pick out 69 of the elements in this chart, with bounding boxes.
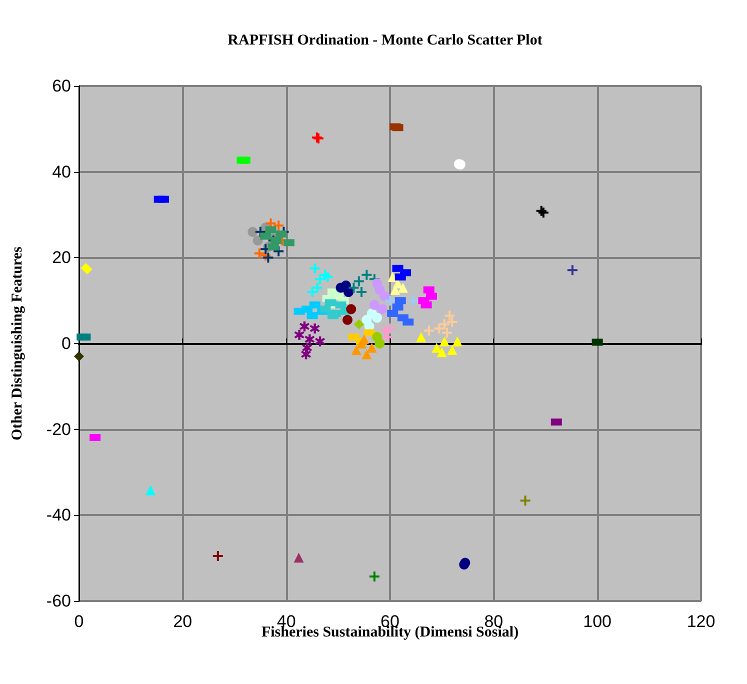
point bbox=[254, 248, 264, 258]
point bbox=[354, 319, 364, 330]
point bbox=[434, 323, 444, 334]
point bbox=[304, 334, 315, 344]
x-tick-label: 20 bbox=[173, 612, 192, 631]
point bbox=[299, 321, 310, 332]
point bbox=[385, 323, 395, 334]
point bbox=[382, 332, 392, 342]
point bbox=[362, 270, 372, 280]
x-tick-label: 0 bbox=[74, 612, 84, 631]
y-tick-label: 20 bbox=[52, 248, 71, 268]
point bbox=[307, 287, 318, 297]
point bbox=[447, 317, 458, 328]
x-tick-label: 120 bbox=[686, 612, 716, 631]
point bbox=[212, 550, 223, 561]
point bbox=[442, 328, 452, 338]
point bbox=[354, 276, 364, 286]
point bbox=[146, 485, 156, 496]
x-tick-label: 100 bbox=[583, 612, 612, 631]
point bbox=[520, 496, 530, 506]
point bbox=[315, 336, 326, 346]
point bbox=[344, 287, 354, 297]
point bbox=[294, 552, 304, 563]
point bbox=[452, 336, 462, 346]
point bbox=[351, 344, 362, 355]
point bbox=[567, 265, 578, 276]
point bbox=[372, 278, 382, 288]
point bbox=[374, 338, 385, 348]
chart-title: RAPFISH Ordination - Monte Carlo Scatter Plot bbox=[228, 32, 542, 48]
point bbox=[447, 344, 458, 355]
point bbox=[369, 300, 380, 310]
point bbox=[439, 319, 450, 330]
point bbox=[312, 282, 322, 293]
point bbox=[439, 336, 450, 346]
point bbox=[74, 351, 84, 362]
point bbox=[263, 252, 274, 263]
point bbox=[356, 287, 366, 297]
point bbox=[294, 330, 304, 340]
point bbox=[372, 312, 382, 323]
point bbox=[385, 296, 395, 306]
point bbox=[348, 282, 359, 293]
point bbox=[362, 349, 372, 360]
point bbox=[369, 572, 380, 582]
point bbox=[346, 304, 356, 314]
y-tick-label: -40 bbox=[46, 506, 71, 525]
point bbox=[322, 272, 333, 282]
point bbox=[408, 296, 418, 306]
point bbox=[424, 326, 434, 336]
y-tick-label: -60 bbox=[46, 592, 71, 610]
y-tick-label: 40 bbox=[52, 162, 71, 182]
point bbox=[301, 349, 312, 360]
point bbox=[432, 342, 442, 353]
point bbox=[398, 282, 408, 293]
y-axis-title: Other Distinguishing Features bbox=[10, 246, 26, 440]
point bbox=[366, 342, 377, 353]
point bbox=[274, 220, 284, 230]
y-tick-label: 0 bbox=[62, 334, 71, 353]
point bbox=[436, 347, 447, 358]
point bbox=[377, 304, 388, 314]
y-tick-label: 60 bbox=[52, 76, 71, 96]
point bbox=[388, 272, 398, 282]
point bbox=[444, 310, 455, 321]
point bbox=[342, 314, 352, 325]
point bbox=[416, 332, 426, 342]
y-tick-label: -20 bbox=[46, 420, 71, 439]
point bbox=[310, 263, 320, 274]
point bbox=[252, 236, 263, 246]
point bbox=[310, 323, 320, 334]
point bbox=[248, 226, 258, 237]
